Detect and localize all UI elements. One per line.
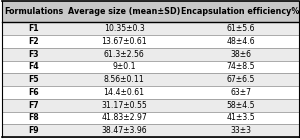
Bar bbox=[2, 48, 65, 61]
Text: 38±6: 38±6 bbox=[230, 50, 251, 59]
Text: F9: F9 bbox=[28, 126, 39, 135]
Text: 63±7: 63±7 bbox=[230, 88, 251, 97]
Text: 38.47±3.96: 38.47±3.96 bbox=[101, 126, 147, 135]
Bar bbox=[2, 73, 65, 86]
Text: Formulations: Formulations bbox=[4, 7, 63, 16]
Bar bbox=[65, 61, 183, 73]
Text: 31.17±0.55: 31.17±0.55 bbox=[101, 101, 147, 110]
Bar bbox=[2, 99, 65, 112]
Text: 13.67±0.61: 13.67±0.61 bbox=[101, 37, 147, 46]
Bar bbox=[65, 35, 183, 48]
Text: F3: F3 bbox=[28, 50, 39, 59]
Text: 14.4±0.61: 14.4±0.61 bbox=[103, 88, 145, 97]
Text: F7: F7 bbox=[28, 101, 39, 110]
Bar bbox=[65, 86, 183, 99]
Text: 74±8.5: 74±8.5 bbox=[226, 62, 255, 72]
Text: 67±6.5: 67±6.5 bbox=[226, 75, 255, 84]
Bar bbox=[183, 99, 298, 112]
Text: F4: F4 bbox=[28, 62, 39, 72]
Text: F1: F1 bbox=[28, 24, 39, 33]
Bar bbox=[2, 124, 65, 137]
Bar bbox=[65, 22, 183, 35]
Bar bbox=[2, 112, 65, 124]
Text: F8: F8 bbox=[28, 113, 39, 122]
Text: 48±4.6: 48±4.6 bbox=[226, 37, 255, 46]
Bar bbox=[183, 86, 298, 99]
Bar bbox=[183, 48, 298, 61]
Text: F5: F5 bbox=[28, 75, 39, 84]
Text: Average size (mean±SD): Average size (mean±SD) bbox=[68, 7, 180, 16]
Text: Encapsulation efficiency%: Encapsulation efficiency% bbox=[182, 7, 300, 16]
Bar bbox=[65, 73, 183, 86]
Text: 61.3±2.56: 61.3±2.56 bbox=[103, 50, 144, 59]
Bar bbox=[183, 35, 298, 48]
Text: 33±3: 33±3 bbox=[230, 126, 251, 135]
Text: F6: F6 bbox=[28, 88, 39, 97]
Bar bbox=[183, 61, 298, 73]
Bar bbox=[183, 22, 298, 35]
Text: F2: F2 bbox=[28, 37, 39, 46]
Text: 9±0.1: 9±0.1 bbox=[112, 62, 136, 72]
Bar bbox=[65, 48, 183, 61]
Bar bbox=[183, 73, 298, 86]
Bar bbox=[65, 124, 183, 137]
Text: 61±5.6: 61±5.6 bbox=[226, 24, 255, 33]
Text: 41±3.5: 41±3.5 bbox=[226, 113, 255, 122]
Text: 58±4.5: 58±4.5 bbox=[226, 101, 255, 110]
Text: 10.35±0.3: 10.35±0.3 bbox=[103, 24, 144, 33]
Text: 8.56±0.11: 8.56±0.11 bbox=[103, 75, 145, 84]
Bar bbox=[2, 61, 65, 73]
Bar bbox=[65, 112, 183, 124]
Bar bbox=[183, 124, 298, 137]
Bar bbox=[2, 86, 65, 99]
Bar bbox=[2, 35, 65, 48]
Bar bbox=[183, 112, 298, 124]
Bar bbox=[2, 22, 65, 35]
Bar bbox=[65, 99, 183, 112]
Text: 41.83±2.97: 41.83±2.97 bbox=[101, 113, 147, 122]
